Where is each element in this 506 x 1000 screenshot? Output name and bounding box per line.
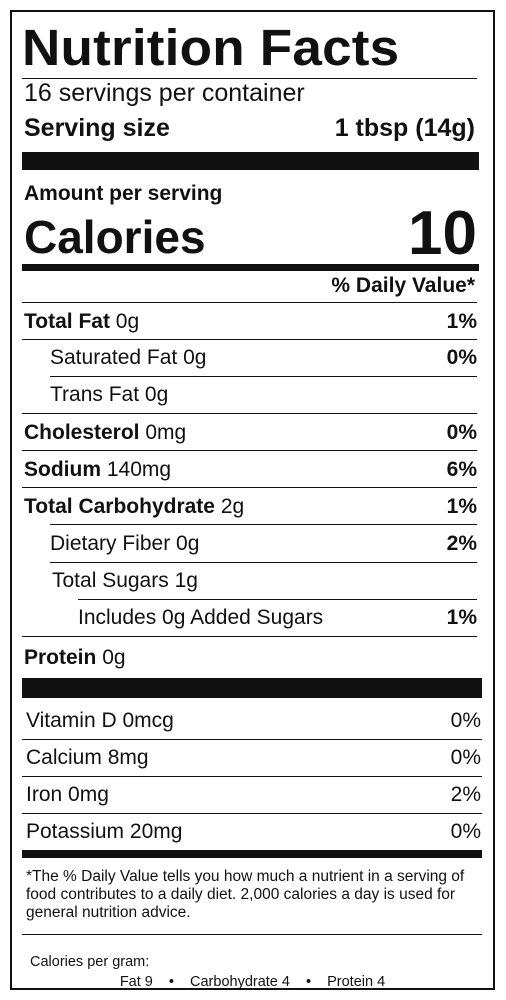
cpg-fat: Fat 9 (120, 974, 153, 990)
vitamin-amount: 0mcg (123, 709, 174, 732)
medium-divider (22, 264, 479, 271)
nutrient-amount: 0g (116, 310, 139, 333)
nutrient-name: Total Fat (24, 310, 110, 333)
nutrient-amount: 0mg (145, 421, 186, 444)
nutrient-name: Saturated Fat (50, 346, 177, 369)
vitamin-amount: 8mg (108, 746, 149, 769)
nutrient-name: Dietary Fiber (50, 532, 170, 555)
divider (22, 302, 477, 303)
vitamin-dv: 0% (451, 820, 481, 844)
divider (22, 339, 477, 340)
vitamin-dv: 0% (451, 709, 481, 733)
cpg-carbohydrate: Carbohydrate 4 (190, 974, 290, 990)
nutrient-name: Includes 0g Added Sugars (78, 606, 323, 629)
cpg-separator: • (169, 974, 174, 990)
nutrient-row-cholesterol: Cholesterol 0mg (24, 421, 186, 445)
divider (50, 524, 477, 525)
nutrient-row-dietary-fiber: Dietary Fiber 0g (50, 532, 199, 556)
amount-per-serving: Amount per serving (24, 182, 222, 206)
nutrient-name: Total Carbohydrate (24, 495, 215, 518)
divider (22, 450, 477, 451)
nutrient-row-total-sugars: Total Sugars 1g (52, 569, 198, 593)
nutrient-row-total-carbohydrate: Total Carbohydrate 2g (24, 495, 244, 519)
divider (50, 562, 477, 563)
vitamin-amount: 20mg (130, 820, 183, 843)
nutrient-amount: 2g (221, 495, 244, 518)
divider (22, 813, 482, 814)
serving-size-value: 1 tbsp (14g) (335, 114, 475, 143)
medium-divider (22, 850, 482, 858)
nutrient-row-protein: Protein 0g (24, 646, 126, 670)
nutrient-amount: 0g (102, 646, 125, 669)
divider (22, 739, 482, 740)
nutrient-row-saturated-fat: Saturated Fat 0g (50, 346, 206, 370)
nutrient-row-trans-fat: Trans Fat 0g (50, 383, 168, 407)
nutrient-name: Protein (24, 646, 96, 669)
daily-value-footnote: *The % Daily Value tells you how much a … (26, 868, 486, 922)
nutrition-facts-label: Nutrition Facts 16 servings per containe… (10, 10, 495, 990)
nutrient-name: Trans Fat (50, 383, 139, 406)
divider (22, 413, 477, 414)
nutrient-dv: 1% (447, 495, 477, 519)
vitamin-dv: 2% (451, 783, 481, 807)
nutrient-amount: 0g (183, 346, 206, 369)
nutrient-row-added-sugars: Includes 0g Added Sugars (78, 606, 323, 630)
nutrient-dv: 2% (447, 532, 477, 556)
divider (22, 776, 482, 777)
divider (22, 934, 482, 935)
divider (22, 636, 477, 637)
thick-divider (22, 678, 482, 698)
label-title: Nutrition Facts (22, 18, 399, 77)
nutrient-dv: 1% (447, 310, 477, 334)
calories-value: 10 (408, 198, 477, 269)
vitamin-name: Calcium (26, 746, 102, 769)
vitamin-row-vitamin-d: Vitamin D 0mcg (26, 709, 174, 733)
thick-divider (22, 152, 479, 170)
calories-label: Calories (24, 210, 206, 264)
nutrient-row-sodium: Sodium 140mg (24, 458, 171, 482)
nutrient-dv: 0% (447, 421, 477, 445)
calories-per-gram-label: Calories per gram: (30, 954, 149, 970)
vitamin-row-potassium: Potassium 20mg (26, 820, 182, 844)
vitamin-name: Vitamin D (26, 709, 117, 732)
vitamin-row-calcium: Calcium 8mg (26, 746, 149, 770)
cpg-separator: • (306, 974, 311, 990)
serving-size-label: Serving size (24, 114, 170, 143)
cpg-protein: Protein 4 (327, 974, 385, 990)
divider (22, 487, 477, 488)
vitamin-amount: 0mg (68, 783, 109, 806)
nutrient-name: Sodium (24, 458, 101, 481)
vitamin-row-iron: Iron 0mg (26, 783, 109, 807)
nutrient-amount: 0g (176, 532, 199, 555)
vitamin-dv: 0% (451, 746, 481, 770)
nutrient-amount: 1g (175, 569, 198, 592)
nutrient-row-total-fat: Total Fat 0g (24, 310, 139, 334)
servings-per-container: 16 servings per container (24, 79, 305, 108)
nutrient-amount: 0g (145, 383, 168, 406)
vitamin-name: Iron (26, 783, 62, 806)
divider (78, 599, 477, 600)
nutrient-dv: 0% (447, 346, 477, 370)
nutrient-amount: 140mg (107, 458, 171, 481)
nutrient-dv: 1% (447, 606, 477, 630)
nutrient-name: Cholesterol (24, 421, 140, 444)
nutrient-name: Total Sugars (52, 569, 169, 592)
divider (50, 376, 477, 377)
vitamin-name: Potassium (26, 820, 124, 843)
daily-value-header: % Daily Value* (331, 274, 475, 298)
calories-per-gram-values: Fat 9 • Carbohydrate 4 • Protein 4 (12, 974, 493, 990)
nutrient-dv: 6% (447, 458, 477, 482)
